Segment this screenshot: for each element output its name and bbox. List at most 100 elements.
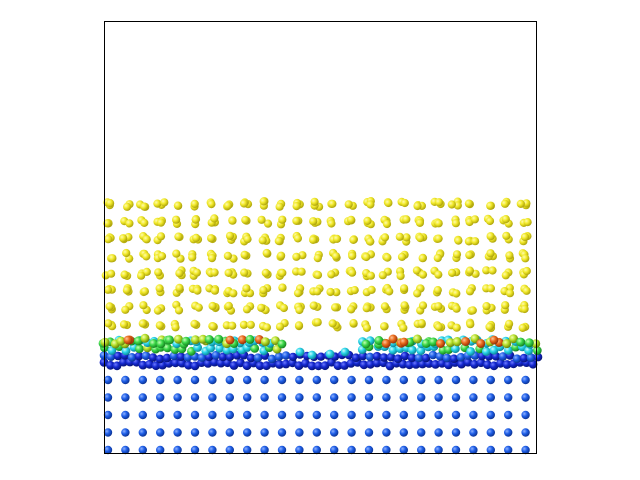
substrate-atom — [382, 428, 390, 436]
upper-atom — [448, 200, 456, 208]
upper-atom — [521, 305, 529, 313]
substrate-atom — [260, 446, 268, 454]
interface-atom — [362, 340, 371, 349]
upper-atom — [139, 319, 147, 327]
upper-atom — [329, 319, 337, 327]
upper-atom — [276, 323, 284, 331]
upper-atom — [241, 251, 249, 259]
interface-atom — [490, 336, 499, 345]
upper-atom — [106, 302, 114, 310]
upper-atom — [104, 235, 112, 243]
substrate-atom — [121, 376, 129, 384]
substrate-atom — [156, 376, 164, 384]
substrate-atom — [313, 376, 321, 384]
upper-atom — [229, 289, 237, 297]
substrate-atom — [521, 376, 529, 384]
upper-atom — [349, 236, 357, 244]
interface-atom — [413, 335, 422, 344]
substrate-atom — [434, 446, 442, 454]
upper-atom — [327, 270, 335, 278]
upper-atom — [453, 305, 461, 313]
interface-atom — [261, 337, 270, 346]
upper-atom — [209, 322, 217, 330]
upper-atom — [521, 254, 529, 262]
upper-atom — [381, 233, 389, 241]
substrate-atom — [521, 393, 529, 401]
upper-atom — [416, 234, 424, 242]
substrate-atom — [208, 376, 216, 384]
upper-atom — [188, 253, 196, 261]
upper-atom — [277, 252, 285, 260]
upper-atom — [416, 219, 424, 227]
substrate-atom — [469, 376, 477, 384]
substrate-atom — [400, 393, 408, 401]
substrate-atom — [208, 446, 216, 454]
upper-atom — [469, 306, 477, 314]
upper-atom — [435, 323, 443, 331]
substrate-atom — [295, 376, 303, 384]
upper-atom — [243, 235, 251, 243]
upper-atom — [263, 249, 271, 257]
upper-atom — [174, 233, 182, 241]
substrate-atom — [191, 376, 199, 384]
substrate-atom — [382, 446, 390, 454]
interface-atom — [317, 353, 325, 361]
upper-atom — [452, 289, 460, 297]
substrate-atom — [139, 446, 147, 454]
interface-atom — [408, 346, 417, 355]
upper-atom — [502, 232, 510, 240]
upper-atom — [348, 269, 356, 277]
upper-atom — [434, 286, 442, 294]
substrate-atom — [278, 411, 286, 419]
substrate-atom — [243, 411, 251, 419]
upper-atom — [294, 234, 302, 242]
substrate-atom — [487, 376, 495, 384]
interface-atom — [124, 336, 133, 345]
upper-atom — [366, 238, 374, 246]
interface-atom — [482, 347, 491, 356]
upper-atom — [263, 323, 271, 331]
upper-atom — [156, 321, 164, 329]
substrate-atom — [173, 393, 181, 401]
upper-atom — [466, 320, 474, 328]
substrate-atom — [347, 393, 355, 401]
substrate-atom — [191, 446, 199, 454]
upper-atom — [505, 320, 513, 328]
upper-atom — [293, 202, 301, 210]
substrate-atom — [121, 411, 129, 419]
upper-atom — [262, 269, 270, 277]
upper-atom — [240, 199, 248, 207]
upper-atom — [143, 235, 151, 243]
substrate-atom — [208, 411, 216, 419]
upper-atom — [314, 254, 322, 262]
interface-atom — [389, 335, 398, 344]
upper-atom — [435, 235, 443, 243]
upper-atom — [485, 323, 493, 331]
upper-atom — [351, 286, 359, 294]
interface-atom — [326, 350, 335, 359]
upper-atom — [523, 267, 531, 275]
upper-atom — [368, 286, 376, 294]
substrate-atom — [365, 376, 373, 384]
upper-atom — [191, 200, 199, 208]
substrate-atom — [173, 411, 181, 419]
substrate-atom — [382, 393, 390, 401]
upper-atom — [314, 271, 322, 279]
upper-atom — [454, 237, 462, 245]
substrate-atom — [469, 411, 477, 419]
substrate-atom — [434, 428, 442, 436]
upper-atom — [104, 286, 112, 294]
substrate-atom — [121, 446, 129, 454]
substrate-atom — [504, 446, 512, 454]
interface-atom-layer — [99, 334, 543, 371]
upper-atom — [171, 323, 179, 331]
substrate-atom — [243, 428, 251, 436]
upper-atom — [278, 269, 286, 277]
substrate-atom — [104, 376, 112, 384]
upper-atom — [523, 287, 531, 295]
upper-atom — [207, 200, 215, 208]
substrate-atom — [139, 411, 147, 419]
upper-atom — [137, 272, 145, 280]
upper-atom — [333, 235, 341, 243]
upper-atom — [332, 252, 340, 260]
